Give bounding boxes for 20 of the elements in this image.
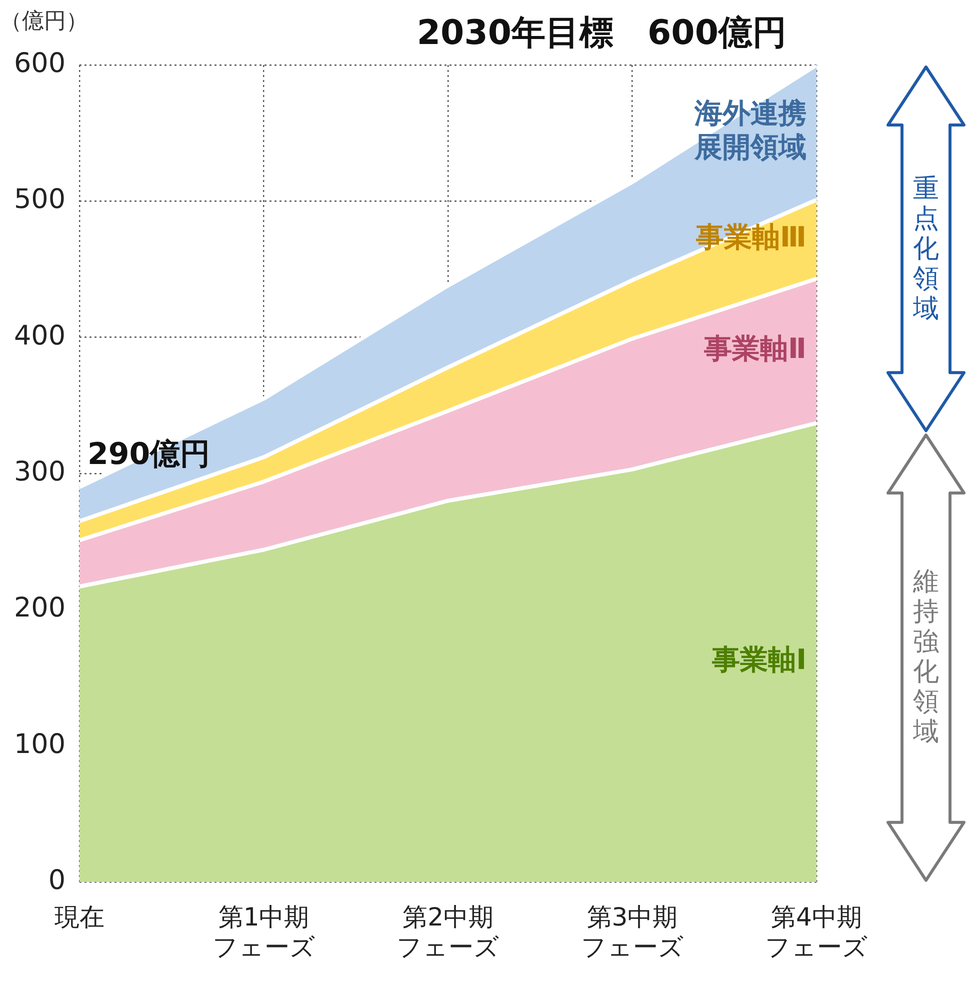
y-tick-label: 400 <box>14 320 66 352</box>
y-axis-title: （億円） <box>0 9 88 34</box>
x-tick-label: 第2中期フェーズ <box>396 902 500 962</box>
text: 維持強化領域 <box>912 567 940 748</box>
series-label: 海外連携展開領域 <box>694 96 806 164</box>
text: 重点化領域 <box>912 174 940 324</box>
chart-title: 2030年目標 600億円 <box>416 13 786 53</box>
x-tick-label: 第3中期フェーズ <box>580 902 684 962</box>
y-tick-label: 600 <box>14 48 66 80</box>
y-tick-label: 500 <box>14 184 66 216</box>
series-label: 事業軸Ⅰ <box>711 643 806 676</box>
y-tick-label: 200 <box>14 592 66 624</box>
annotation: 290億円 <box>88 436 210 472</box>
x-tick-label: 第4中期フェーズ <box>765 902 868 962</box>
y-tick-label: 100 <box>14 728 66 760</box>
y-tick-label: 300 <box>14 456 66 488</box>
x-tick-label: 現在 <box>54 902 105 932</box>
x-tick-label: 第1中期フェーズ <box>212 902 316 962</box>
y-tick-label: 0 <box>48 865 66 896</box>
series-label: 事業軸Ⅱ <box>703 332 806 366</box>
